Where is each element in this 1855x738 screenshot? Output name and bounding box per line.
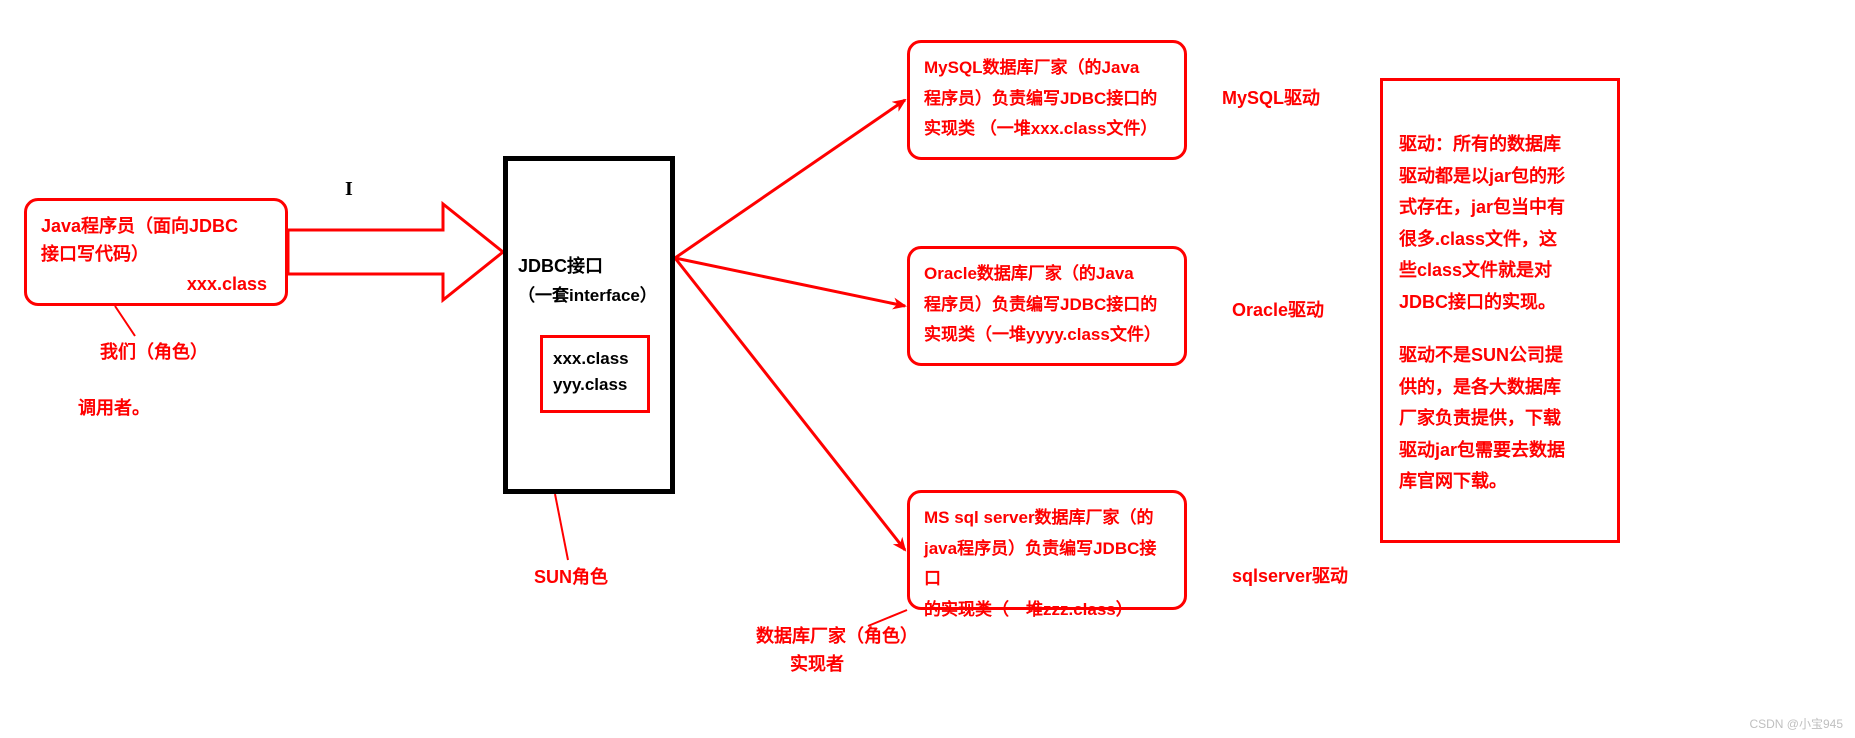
node-oracle-line1: Oracle数据库厂家（的Java	[924, 259, 1170, 290]
note-p1-l6: JDBC接口的实现。	[1399, 287, 1601, 319]
arrow-jdbc-to-oracle	[675, 258, 905, 306]
node-jdbc-inner-line1: xxx.class	[553, 346, 637, 372]
node-mssql-line1: MS sql server数据库厂家（的	[924, 503, 1170, 534]
node-jdbc-inner-line2: yyy.class	[553, 372, 637, 398]
node-jdbc-line1: JDBC接口	[518, 251, 660, 282]
arrow-programmer-to-jdbc	[288, 204, 503, 300]
node-programmer-line1: Java程序员（面向JDBC	[41, 213, 271, 241]
note-p2-l1: 驱动不是SUN公司提	[1399, 340, 1601, 372]
label-db-role1: 数据库厂家（角色）	[756, 622, 918, 648]
leader-sun-role	[555, 494, 568, 560]
note-p1-l1: 驱动：所有的数据库	[1399, 129, 1601, 161]
note-p1-l3: 式存在，jar包当中有	[1399, 192, 1601, 224]
label-oracle-driver: Oracle驱动	[1232, 296, 1324, 322]
label-programmer-role1: 我们（角色）	[100, 338, 208, 364]
text-cursor-icon: I	[345, 178, 353, 201]
node-oracle-line3: 实现类（一堆yyyy.class文件）	[924, 320, 1170, 351]
node-note: 驱动：所有的数据库 驱动都是以jar包的形 式存在，jar包当中有 很多.cla…	[1380, 78, 1620, 543]
note-p2-l4: 驱动jar包需要去数据	[1399, 435, 1601, 467]
node-jdbc-inner: xxx.class yyy.class	[540, 335, 650, 413]
label-sqlserver-driver: sqlserver驱动	[1232, 562, 1348, 588]
arrow-jdbc-to-mssql	[675, 258, 905, 550]
node-jdbc: JDBC接口 （一套interface）	[503, 156, 675, 494]
note-p1-l2: 驱动都是以jar包的形	[1399, 161, 1601, 193]
node-programmer: Java程序员（面向JDBC 接口写代码） xxx.class	[24, 198, 288, 306]
node-mysql-line1: MySQL数据库厂家（的Java	[924, 53, 1170, 84]
node-mysql-line3: 实现类 （一堆xxx.class文件）	[924, 114, 1170, 145]
note-p2-l5: 库官网下载。	[1399, 466, 1601, 498]
node-mssql-line3: 的实现类（一堆zzz.class）	[924, 595, 1170, 626]
node-oracle-line2: 程序员）负责编写JDBC接口的	[924, 290, 1170, 321]
node-mssql-line2: java程序员）负责编写JDBC接口	[924, 534, 1170, 595]
note-p2-l3: 厂家负责提供，下载	[1399, 403, 1601, 435]
label-sun-role: SUN角色	[534, 563, 608, 589]
note-p1-l5: 些class文件就是对	[1399, 255, 1601, 287]
label-db-role2: 实现者	[790, 650, 844, 676]
watermark: CSDN @小宝945	[1749, 715, 1843, 732]
node-programmer-sublabel: xxx.class	[187, 274, 267, 295]
label-programmer-role2: 调用者。	[78, 394, 150, 420]
label-mysql-driver: MySQL驱动	[1222, 84, 1320, 110]
arrow-jdbc-to-mysql	[675, 100, 905, 258]
node-jdbc-line2: （一套interface）	[518, 282, 660, 311]
node-programmer-line2: 接口写代码）	[41, 241, 271, 269]
note-p1-l4: 很多.class文件，这	[1399, 224, 1601, 256]
note-p2-l2: 供的，是各大数据库	[1399, 372, 1601, 404]
node-mysql: MySQL数据库厂家（的Java 程序员）负责编写JDBC接口的 实现类 （一堆…	[907, 40, 1187, 160]
leader-programmer-role	[115, 306, 135, 336]
node-oracle: Oracle数据库厂家（的Java 程序员）负责编写JDBC接口的 实现类（一堆…	[907, 246, 1187, 366]
node-mysql-line2: 程序员）负责编写JDBC接口的	[924, 84, 1170, 115]
node-mssql: MS sql server数据库厂家（的 java程序员）负责编写JDBC接口 …	[907, 490, 1187, 610]
